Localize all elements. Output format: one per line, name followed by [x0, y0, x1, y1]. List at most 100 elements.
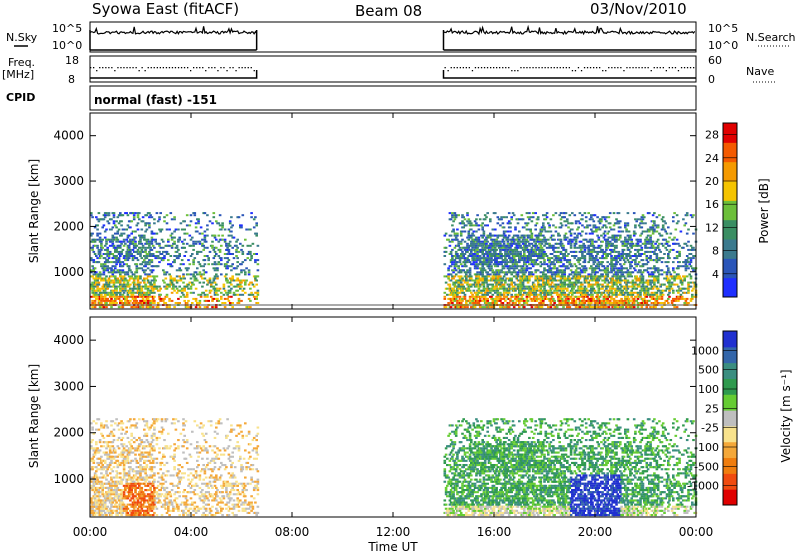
heatmap-cell: [117, 297, 121, 300]
heatmap-cell: [640, 281, 644, 284]
heatmap-cell: [581, 293, 584, 296]
heatmap-cell: [122, 275, 126, 278]
heatmap-cell: [146, 297, 150, 300]
heatmap-cell: [495, 285, 498, 288]
heatmap-cell: [509, 226, 512, 229]
heatmap-cell: [552, 214, 555, 217]
heatmap-cell: [523, 302, 526, 304]
heatmap-cell: [563, 236, 566, 239]
heatmap-cell: [516, 295, 520, 298]
heatmap-cell: [641, 283, 645, 286]
heatmap-cell: [174, 302, 178, 304]
heatmap-cell: [520, 214, 524, 217]
heatmap-cell: [163, 255, 166, 257]
heatmap-cell: [521, 240, 525, 243]
heatmap-cell: [523, 285, 526, 288]
heatmap-cell: [227, 259, 231, 262]
heatmap-cell: [102, 263, 106, 266]
heatmap-cell: [119, 302, 122, 304]
heatmap-cell: [646, 228, 650, 231]
heatmap-cell: [105, 291, 108, 294]
heatmap-cell: [93, 299, 97, 302]
heatmap-cell: [141, 261, 145, 264]
heatmap-cell: [119, 261, 122, 264]
heatmap-cell: [199, 275, 203, 278]
heatmap-cell: [553, 299, 556, 302]
heatmap-cell: [496, 265, 500, 268]
heatmap-cell: [558, 234, 561, 237]
heatmap-cell: [578, 289, 582, 292]
heatmap-cell: [491, 277, 495, 280]
heatmap-cell: [124, 302, 127, 304]
heatmap-cell: [150, 291, 154, 294]
heatmap-cell: [100, 299, 103, 302]
heatmap-cell: [457, 214, 460, 217]
heatmap-cell: [148, 212, 151, 215]
heatmap-cell: [557, 299, 560, 302]
nave-point: [502, 67, 504, 69]
heatmap-cell: [533, 240, 536, 243]
heatmap-cell: [146, 299, 150, 302]
heatmap-cell: [249, 287, 252, 290]
heatmap-cell: [603, 224, 607, 227]
heatmap-cell: [466, 269, 469, 272]
heatmap-cell: [595, 265, 598, 268]
heatmap-cell: [516, 285, 520, 288]
heatmap-cell: [153, 291, 156, 294]
heatmap-cell: [106, 259, 109, 262]
heatmap-cell: [223, 265, 227, 268]
heatmap-cell: [591, 255, 594, 257]
heatmap-cell: [536, 255, 540, 257]
heatmap-cell: [235, 255, 238, 257]
heatmap-cell: [473, 306, 477, 309]
heatmap-cell: [189, 220, 193, 223]
heatmap-cell: [542, 238, 545, 241]
heatmap-cell: [500, 285, 503, 288]
heatmap-cell: [608, 222, 612, 225]
heatmap-cell: [165, 293, 169, 296]
heatmap-cell: [449, 291, 453, 294]
heatmap-cell: [639, 234, 642, 237]
heatmap-cell: [211, 244, 214, 247]
heatmap-cell: [477, 289, 481, 292]
heatmap-cell: [483, 275, 487, 278]
heatmap-cell: [102, 267, 106, 270]
heatmap-cell: [500, 263, 503, 266]
heatmap-cell: [93, 273, 97, 276]
heatmap-cell: [465, 279, 468, 282]
heatmap-cell: [590, 228, 593, 231]
heatmap-cell: [126, 250, 130, 253]
heatmap-cell: [632, 291, 636, 294]
heatmap-cell: [512, 248, 516, 251]
heatmap-cell: [471, 232, 474, 235]
heatmap-cell: [595, 226, 598, 229]
heatmap-cell: [153, 295, 156, 298]
heatmap-cell: [174, 228, 178, 231]
nave-point: [559, 67, 561, 69]
heatmap-cell: [255, 232, 258, 235]
heatmap-cell: [631, 297, 635, 300]
heatmap-cell: [598, 222, 602, 225]
heatmap-cell: [540, 226, 544, 229]
heatmap-cell: [478, 259, 482, 262]
heatmap-cell: [167, 238, 170, 241]
nave-point: [480, 67, 483, 69]
heatmap-cell: [213, 234, 217, 237]
heatmap-cell: [576, 228, 579, 231]
heatmap-cell: [515, 244, 519, 247]
heatmap-cell: [462, 226, 465, 229]
heatmap-cell: [203, 277, 207, 280]
heatmap-cell: [592, 230, 596, 233]
heatmap-cell: [463, 293, 467, 296]
heatmap-cell: [606, 267, 609, 270]
heatmap-cell: [215, 291, 218, 294]
heatmap-cell: [617, 267, 621, 270]
heatmap-cell: [168, 299, 171, 302]
heatmap-cell: [115, 289, 118, 292]
heatmap-cell: [483, 261, 487, 264]
heatmap-cell: [256, 269, 260, 272]
nave-point: [123, 67, 125, 69]
heatmap-cell: [144, 295, 147, 298]
heatmap-cell: [178, 275, 181, 278]
heatmap-cell: [588, 257, 592, 260]
